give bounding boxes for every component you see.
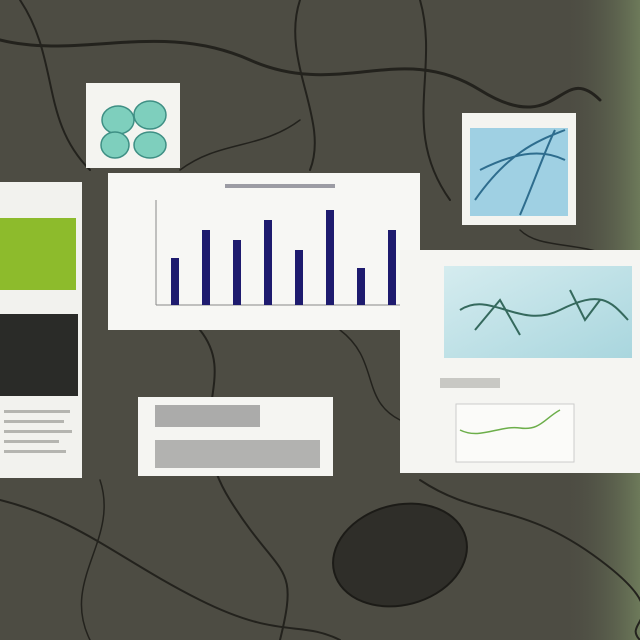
text-lines [4, 410, 72, 453]
green-panel [0, 218, 76, 290]
bar [388, 230, 396, 305]
barcode [155, 405, 320, 468]
leaf [332, 502, 468, 608]
bar [233, 240, 241, 305]
line-trend [459, 409, 561, 435]
bar [264, 220, 272, 305]
bar [295, 250, 303, 305]
caption-bar [440, 378, 500, 388]
neuron-image [444, 266, 632, 358]
bar [357, 268, 365, 305]
dark-photo [0, 314, 78, 396]
title-placeholder [225, 184, 335, 188]
bar [326, 210, 334, 305]
neurons [459, 289, 629, 336]
bar [202, 230, 210, 305]
blue-lines [474, 129, 566, 216]
bars [171, 210, 396, 305]
blue-image [470, 128, 568, 216]
flower [100, 100, 167, 159]
bar [171, 258, 179, 305]
